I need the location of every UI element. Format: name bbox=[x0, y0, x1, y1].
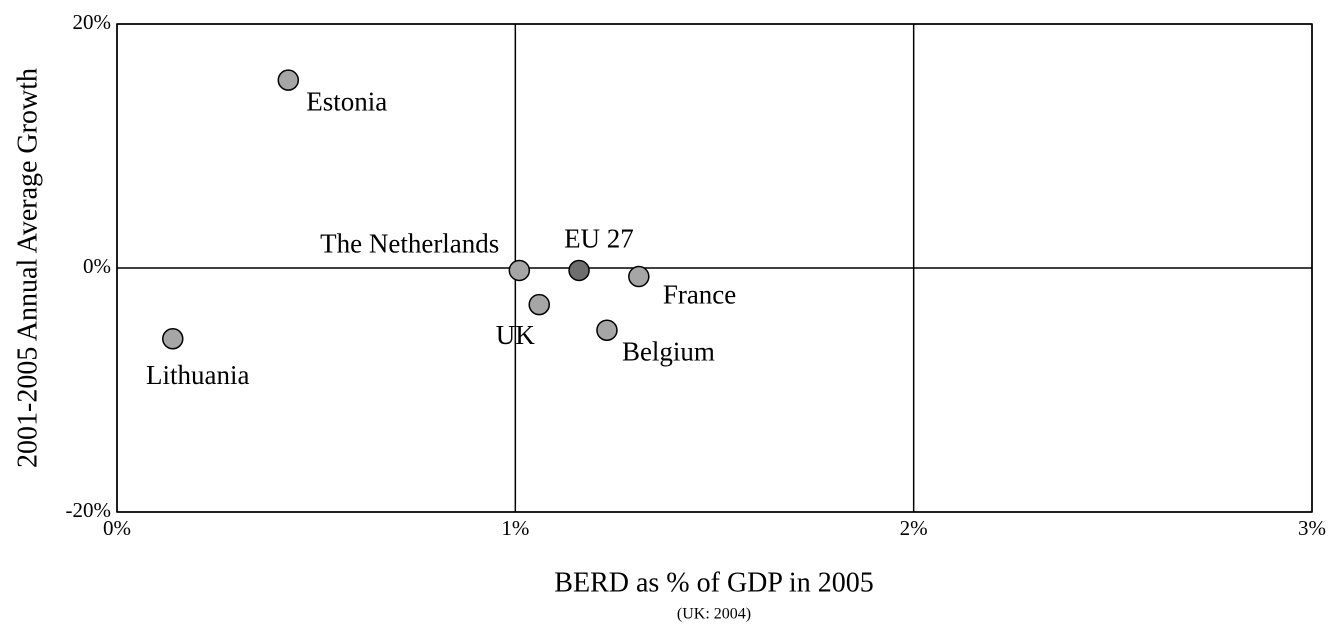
x-axis-note: (UK: 2004) bbox=[677, 606, 751, 623]
point bbox=[528, 293, 550, 316]
x-tick-label: 3% bbox=[1298, 516, 1326, 540]
point-label: France bbox=[663, 280, 736, 310]
point bbox=[508, 259, 531, 282]
point bbox=[596, 319, 618, 341]
point-label: Lithuania bbox=[146, 360, 249, 390]
x-tick-label: 2% bbox=[900, 516, 928, 540]
x-tick-label: 1% bbox=[501, 516, 529, 540]
point-label: UK bbox=[496, 320, 535, 350]
point-label: EU 27 bbox=[564, 224, 634, 254]
y-tick-label: 0% bbox=[83, 254, 111, 278]
point-label: Belgium bbox=[622, 336, 715, 366]
y-tick-label: -20% bbox=[66, 498, 112, 522]
point bbox=[568, 259, 590, 282]
point bbox=[277, 69, 300, 91]
y-axis-title: 2001-2005 Annual Average Growth bbox=[12, 68, 43, 468]
y-tick-label: 20% bbox=[73, 10, 112, 34]
x-tick-label: 0% bbox=[103, 516, 131, 540]
point-label: Estonia bbox=[306, 86, 387, 116]
point-label: The Netherlands bbox=[320, 229, 499, 259]
point bbox=[162, 328, 184, 350]
point bbox=[628, 265, 650, 288]
x-axis-title: BERD as % of GDP in 2005 bbox=[554, 567, 873, 598]
